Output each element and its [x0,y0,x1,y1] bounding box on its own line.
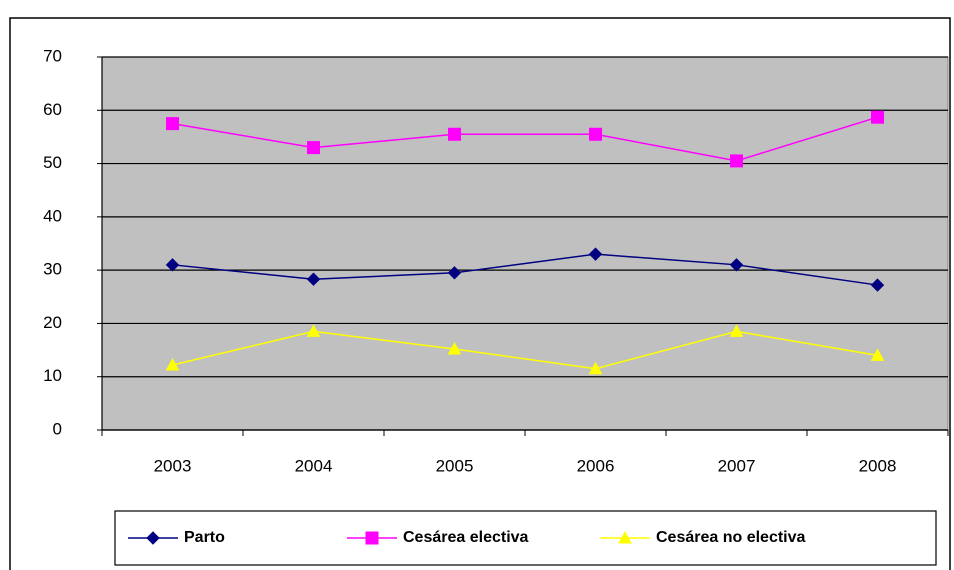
y-tick-label: 30 [43,260,62,279]
plot-area [101,56,949,431]
data-point [588,361,603,375]
series-line [172,330,878,370]
y-tick-label: 20 [43,313,62,332]
data-point [729,258,744,272]
series-line [172,116,878,162]
data-point [448,127,461,141]
series-line [172,253,878,286]
legend-box [114,510,937,566]
data-point [165,258,180,272]
data-point [871,110,884,124]
legend-text: Cesárea no electiva [656,529,806,546]
x-tick-label: 2007 [718,456,756,475]
data-point [306,272,321,286]
data-point [306,324,321,337]
legend-text: Parto [184,529,225,546]
x-tick-label: 2003 [154,456,192,475]
legend-marker [365,531,379,545]
data-point [589,127,602,141]
legend-marker [618,530,632,544]
data-point [307,141,320,155]
data-point [165,357,180,371]
y-tick-label: 50 [43,153,62,172]
x-tick-label: 2005 [436,456,474,475]
data-point [870,348,885,361]
y-tick-label: 10 [43,366,62,385]
data-point [588,247,603,261]
data-point [447,341,462,355]
data-point [166,117,179,131]
x-tick-label: 2006 [577,456,615,475]
y-tick-label: 60 [43,100,62,119]
x-tick-label: 2004 [295,456,333,475]
y-tick-label: 70 [43,46,62,65]
y-tick-label: 0 [53,419,62,438]
y-tick-label: 40 [43,206,62,225]
legend-text: Cesárea electiva [403,529,529,546]
data-point [730,154,743,168]
x-tick-label: 2008 [859,456,897,475]
data-point [870,278,885,292]
legend-marker [146,531,160,545]
data-point [447,266,462,280]
data-point [729,324,744,337]
